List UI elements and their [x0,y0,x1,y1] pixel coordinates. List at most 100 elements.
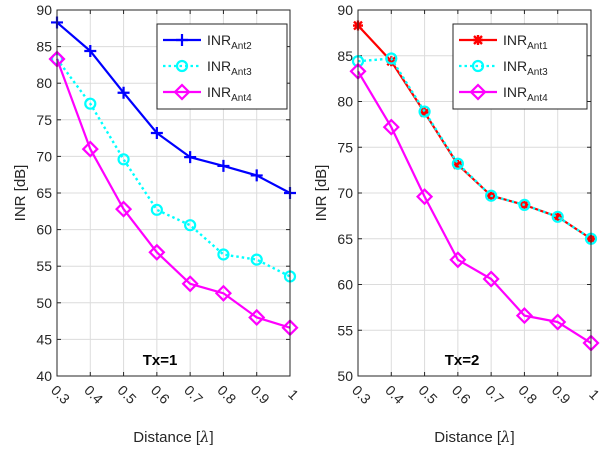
y-tick-label: 75 [36,112,52,128]
data-point-marker [81,140,99,158]
y-tick-label: 65 [337,231,353,247]
legend-entry-ant1: INRAnt1 [459,32,548,52]
x-axis-label-symbol: λ [199,428,210,446]
legend-label: INRAnt2 [207,32,252,52]
data-point-marker [217,248,230,261]
data-point-marker [214,284,232,302]
legend-label-sub: Ant3 [527,67,548,78]
legend-label-sub: Ant3 [231,67,252,78]
data-point-marker [217,159,230,172]
series-ant4 [349,62,600,352]
legend-label-main: INR [207,84,231,100]
legend-marker [176,34,188,46]
y-tick-label: 60 [337,277,353,293]
data-point-marker [181,275,199,293]
data-point-marker [150,126,163,139]
data-point-marker [515,307,533,325]
data-point-marker [482,270,500,288]
x-axis-label: Distance [λ] [133,428,213,446]
x-axis-label: Distance [λ] [434,428,514,446]
data-point-marker [115,200,133,218]
y-tick-label: 60 [36,222,52,238]
data-point-marker [117,86,130,99]
y-tick-label: 55 [36,258,52,274]
data-point-marker [250,253,263,266]
data-point-marker [416,188,434,206]
data-point-marker [382,118,400,136]
y-axis-label: INR [dB] [313,165,330,222]
legend-marker [473,35,483,45]
legend-label-main: INR [503,58,527,74]
legend-label: INRAnt3 [503,58,548,78]
legend-label: INRAnt1 [503,32,548,52]
x-axis-label-text: Distance [ [434,429,502,446]
chart-panel-2: 0.3 0.4 0.5 0.6 0.7 0.8 0.9 1505560657075808590… [313,2,601,446]
data-point-marker [518,198,531,211]
legend-marker [469,83,487,101]
y-tick-label: 55 [337,322,353,338]
data-point-marker [385,52,398,65]
legend-marker [471,59,485,73]
y-tick-label: 80 [337,94,353,110]
legend-label-main: INR [207,58,231,74]
x-axis-label-end: ] [511,429,515,446]
y-tick-label: 70 [337,185,353,201]
legend-entry-ant4: INRAnt4 [163,83,252,104]
data-point-marker [117,153,130,166]
legend-label-sub: Ant4 [527,93,548,104]
series-line [56,21,291,194]
legend-entry-ant2: INRAnt2 [163,32,252,52]
legend-entry-ant4: INRAnt4 [459,83,548,104]
legend-label-main: INR [503,32,527,48]
panel-annotation: Tx=1 [143,352,178,369]
y-tick-label: 85 [337,48,353,64]
y-tick-label: 40 [36,368,52,384]
y-tick-label: 90 [36,2,52,18]
y-tick-label: 65 [36,185,52,201]
legend-label: INRAnt3 [207,58,252,78]
y-tick-label: 50 [337,368,353,384]
data-point-marker [418,105,431,118]
y-tick-label: 70 [36,148,52,164]
y-axis-label: INR [dB] [12,165,29,222]
data-point-marker [184,219,197,232]
data-point-marker [485,189,498,202]
data-point-marker [248,308,266,326]
data-point-marker [84,97,97,110]
legend-label: INRAnt4 [503,84,548,104]
series-line [55,58,291,329]
x-axis-label-text: Distance [ [133,429,201,446]
data-point-marker [419,107,430,118]
legend-label-main: INR [503,84,527,100]
data-point-marker [449,251,467,269]
legend-label: INRAnt4 [207,84,252,104]
x-axis-label-end: ] [210,429,214,446]
chart-panels: 0.3 0.4 0.5 0.6 0.7 0.8 0.9 1404550556065707580… [12,2,601,446]
y-tick-label: 80 [36,75,52,91]
data-point-marker [452,159,463,170]
y-tick-label: 90 [337,2,353,18]
data-point-marker [551,210,564,223]
data-point-marker [250,169,263,182]
legend-marker [173,83,191,101]
data-point-marker [552,211,563,222]
y-tick-label: 75 [337,139,353,155]
legend-label-main: INR [207,32,231,48]
legend-label-sub: Ant4 [231,93,252,104]
legend-marker [175,59,189,73]
x-axis-label-symbol: λ [500,428,511,446]
y-tick-label: 85 [36,39,52,55]
panel-annotation: Tx=2 [445,352,480,369]
legend-label-sub: Ant1 [527,41,548,52]
legend-entry-ant3: INRAnt3 [163,58,252,78]
data-point-marker [150,203,163,216]
data-point-marker [386,56,397,67]
series-line [56,58,291,278]
data-point-marker [184,151,197,164]
data-point-marker [148,243,166,261]
legend-label-sub: Ant2 [231,41,252,52]
data-point-marker [549,313,567,331]
